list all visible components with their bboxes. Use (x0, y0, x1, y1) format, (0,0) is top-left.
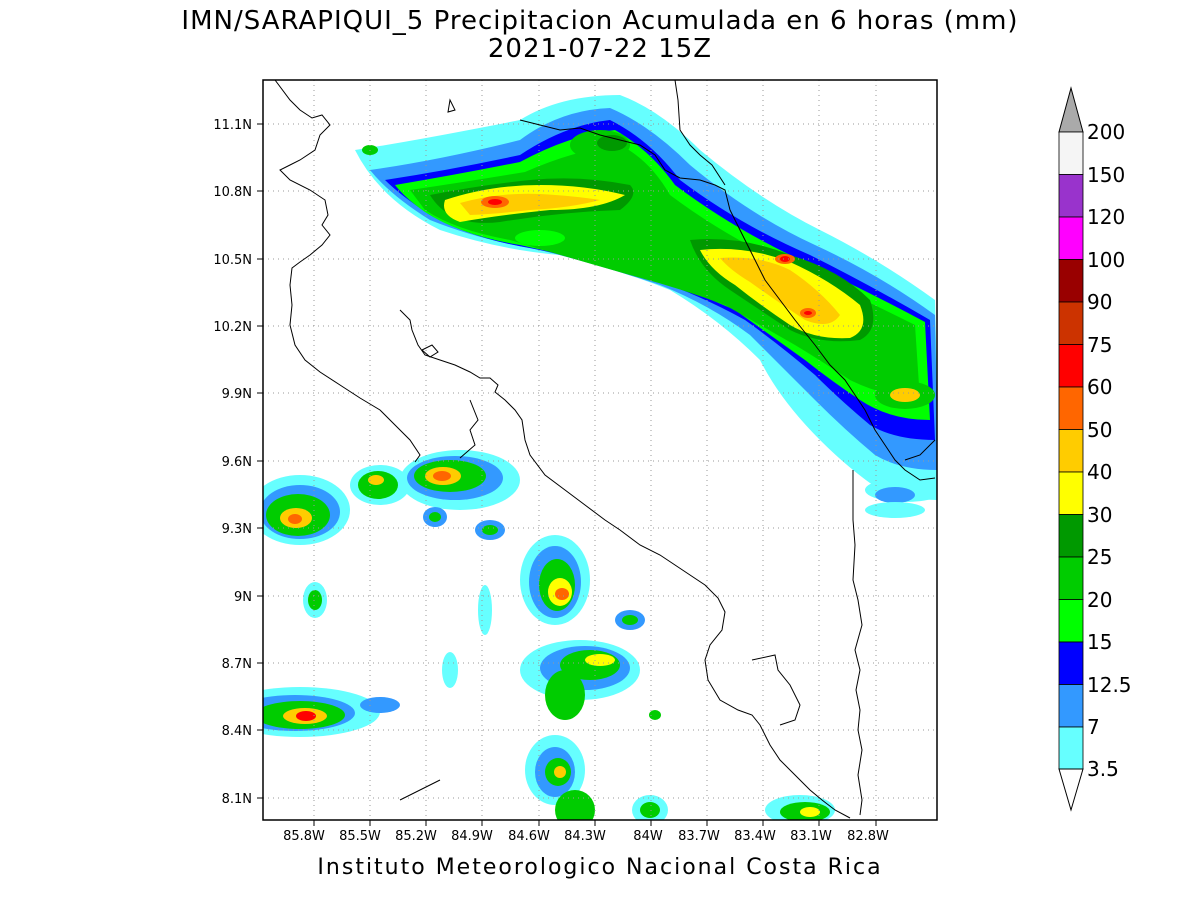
lon-label: 85.2W (395, 829, 437, 844)
legend-label: 30 (1087, 503, 1112, 527)
longitude-labels: 85.8W 85.5W 85.2W 84.9W 84.6W 84.3W 84W … (283, 829, 889, 844)
institution-footer: Instituto Meteorologico Nacional Costa R… (317, 855, 883, 880)
lat-label: 10.2N (213, 320, 252, 335)
lat-label: 10.8N (213, 185, 252, 200)
legend-label: 3.5 (1087, 757, 1119, 781)
lon-label: 84.3W (564, 829, 606, 844)
lat-label: 9N (234, 590, 252, 605)
lat-label: 9.9N (222, 387, 252, 402)
lat-label: 8.4N (222, 724, 252, 739)
lon-label: 85.8W (283, 829, 325, 844)
legend-label: 120 (1087, 205, 1125, 229)
axis-ticks (257, 123, 877, 826)
lon-label: 85.5W (339, 829, 381, 844)
legend-label: 60 (1087, 375, 1112, 399)
lon-label: 84.9W (451, 829, 493, 844)
lat-label: 9.6N (222, 455, 252, 470)
lat-label: 10.5N (213, 253, 252, 268)
latitude-labels: 11.1N 10.8N 10.5N 10.2N 9.9N 9.6N 9.3N 9… (213, 118, 252, 807)
precipitation-field (263, 95, 937, 820)
legend-over-triangle (1058, 86, 1084, 133)
legend-label: 90 (1087, 290, 1112, 314)
legend-label: 7 (1087, 715, 1100, 739)
legend-label: 40 (1087, 460, 1112, 484)
lon-label: 83.7W (678, 829, 720, 844)
lat-label: 8.7N (222, 657, 252, 672)
legend-label: 100 (1087, 248, 1125, 272)
legend-label: 200 (1087, 120, 1125, 144)
legend-label: 150 (1087, 163, 1125, 187)
lon-label: 83.1W (790, 829, 832, 844)
lon-label: 84.6W (508, 829, 550, 844)
map-graticule (263, 80, 937, 820)
legend-label: 12.5 (1087, 673, 1132, 697)
color-legend (1058, 86, 1084, 812)
map-frame (262, 79, 938, 821)
coastline (274, 80, 936, 819)
lon-label: 82.8W (847, 829, 889, 844)
map-timestamp: 2021-07-22 15Z (487, 34, 713, 64)
lon-label: 84W (633, 829, 663, 844)
legend-label: 50 (1087, 418, 1112, 442)
lat-label: 11.1N (213, 118, 252, 133)
legend-label: 25 (1087, 545, 1112, 569)
legend-label: 75 (1087, 333, 1112, 357)
legend-under-triangle (1058, 768, 1084, 812)
map-title: IMN/SARAPIQUI_5 Precipitacion Acumulada … (181, 6, 1019, 36)
legend-labels: 200 150 120 100 90 75 60 50 40 30 25 20 … (1087, 120, 1132, 781)
legend-label: 15 (1087, 630, 1112, 654)
lon-label: 83.4W (734, 829, 776, 844)
lat-label: 8.1N (222, 792, 252, 807)
lat-label: 9.3N (222, 522, 252, 537)
legend-label: 20 (1087, 588, 1112, 612)
